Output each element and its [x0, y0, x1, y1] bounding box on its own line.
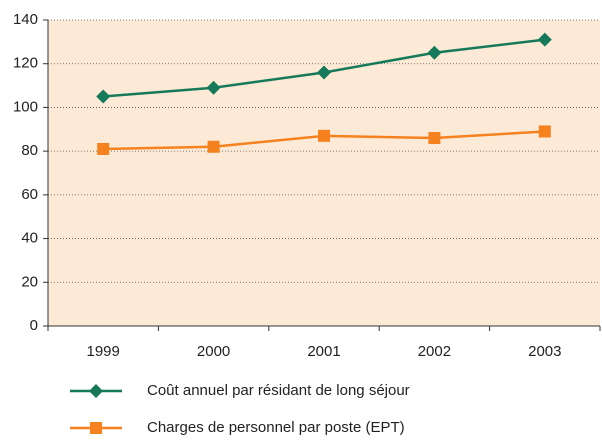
legend-label: Coût annuel par résidant de long séjour	[147, 382, 410, 399]
x-tick-label: 2001	[307, 343, 340, 360]
data-point	[537, 32, 552, 47]
x-tick-label: 2000	[197, 343, 230, 360]
y-tick-label: 20	[21, 273, 38, 290]
y-tick-label: 40	[21, 230, 38, 247]
data-point	[317, 65, 331, 80]
x-tick-label: 2002	[418, 343, 451, 360]
legend-marker	[89, 384, 103, 398]
data-point	[427, 45, 442, 60]
data-point	[206, 80, 221, 95]
x-tick-label: 1999	[87, 343, 120, 360]
data-point	[318, 129, 330, 142]
y-tick-label: 140	[13, 11, 38, 28]
data-point	[96, 89, 111, 104]
legend-marker	[90, 422, 102, 434]
y-tick-label: 0	[30, 317, 38, 334]
data-point	[538, 125, 551, 138]
data-point	[428, 132, 441, 145]
y-tick-label: 120	[13, 55, 38, 72]
y-tick-label: 60	[21, 186, 38, 203]
y-tick-label: 100	[13, 98, 38, 115]
data-point	[97, 142, 110, 155]
data-point	[207, 140, 220, 153]
y-tick-label: 80	[21, 142, 38, 159]
legend-label: Charges de personnel par poste (EPT)	[147, 419, 405, 436]
x-tick-label: 2003	[528, 343, 561, 360]
